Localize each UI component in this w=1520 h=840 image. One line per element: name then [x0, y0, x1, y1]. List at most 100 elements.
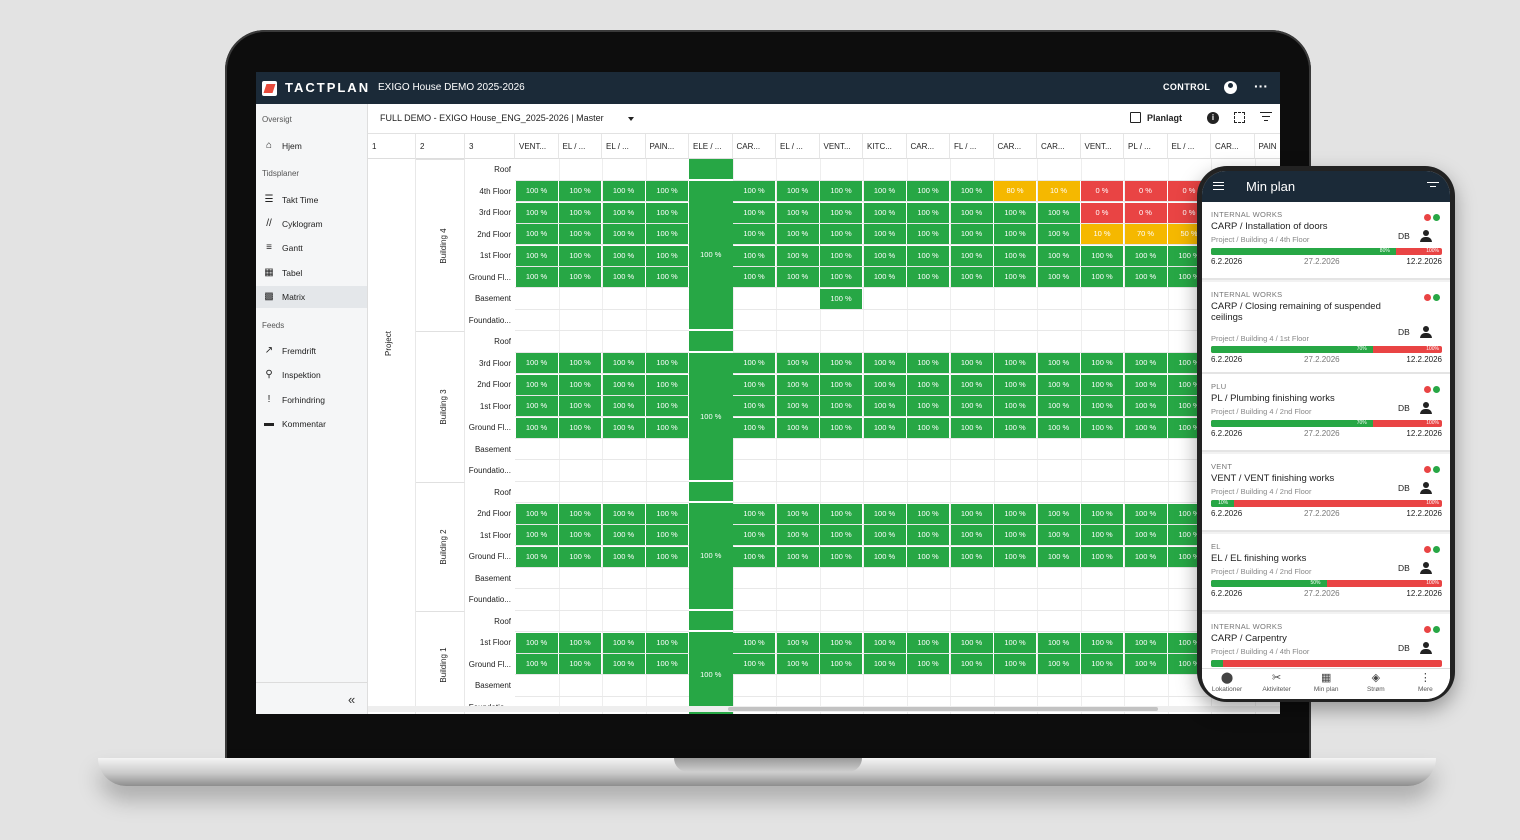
matrix-cell[interactable]: 100 % — [559, 546, 601, 567]
matrix-cell[interactable]: 100 % — [907, 417, 949, 438]
schedule-selector[interactable]: FULL DEMO - EXIGO House_ENG_2025-2026 | … — [380, 113, 604, 123]
matrix-cell[interactable]: 100 % — [559, 417, 601, 438]
matrix-cell[interactable]: 100 % — [1037, 525, 1080, 545]
matrix-cell[interactable]: 100 % — [1124, 632, 1167, 653]
matrix-cell[interactable]: 100 % — [1037, 632, 1080, 653]
matrix-cell[interactable]: 100 % — [515, 224, 558, 244]
matrix-cell[interactable]: 0 % — [1081, 202, 1123, 223]
matrix-cell[interactable]: 100 % — [646, 654, 688, 674]
matrix-cell[interactable]: 100 % — [1081, 525, 1123, 545]
matrix-cell[interactable]: 100 % — [733, 202, 775, 223]
matrix-cell[interactable]: 100 % — [950, 417, 993, 438]
matrix-cell[interactable]: 100 % — [1081, 374, 1123, 395]
person-icon[interactable] — [1420, 562, 1432, 574]
matrix-cell[interactable]: 10 % — [1037, 181, 1080, 201]
merged-matrix-cell[interactable]: 100 % — [689, 632, 733, 714]
matrix-cell[interactable]: 100 % — [646, 546, 688, 567]
person-icon[interactable] — [1420, 402, 1432, 414]
matrix-cell[interactable]: 100 % — [863, 417, 906, 438]
matrix-cell[interactable]: 100 % — [907, 224, 949, 244]
matrix-cell[interactable]: 100 % — [646, 245, 688, 266]
matrix-cell[interactable]: 100 % — [776, 374, 819, 395]
matrix-cell[interactable]: 100 % — [1124, 503, 1167, 524]
matrix-cell[interactable]: 100 % — [776, 267, 819, 287]
matrix-cell[interactable]: 100 % — [907, 654, 949, 674]
matrix-cell[interactable]: 100 % — [1124, 417, 1167, 438]
matrix-cell[interactable]: 100 % — [1124, 374, 1167, 395]
sidebar-item-forhindring[interactable]: ! Forhindring — [256, 389, 367, 411]
activity-header[interactable]: KITC... — [863, 134, 907, 159]
matrix-cell[interactable]: 100 % — [515, 546, 558, 567]
matrix-cell[interactable]: 100 % — [733, 654, 775, 674]
matrix-cell[interactable]: 100 % — [602, 546, 645, 567]
matrix-cell[interactable]: 100 % — [559, 525, 601, 545]
caret-down-icon[interactable] — [628, 117, 634, 121]
matrix-cell[interactable]: 100 % — [950, 374, 993, 395]
matrix-cell[interactable]: 100 % — [950, 181, 993, 201]
matrix-cell[interactable]: 100 % — [820, 288, 862, 309]
matrix-cell[interactable]: 100 % — [907, 267, 949, 287]
matrix-cell[interactable]: 100 % — [776, 546, 819, 567]
matrix-cell[interactable]: 100 % — [602, 525, 645, 545]
activity-header[interactable]: EL / ... — [602, 134, 646, 159]
matrix-cell[interactable]: 100 % — [820, 202, 862, 223]
matrix-cell[interactable]: 100 % — [1037, 267, 1080, 287]
matrix-cell[interactable]: 100 % — [863, 503, 906, 524]
matrix-cell[interactable]: 100 % — [602, 632, 645, 653]
task-card[interactable]: PLU PL / Plumbing finishing works Project … — [1202, 374, 1450, 452]
matrix-cell[interactable]: 100 % — [863, 181, 906, 201]
matrix-cell[interactable]: 100 % — [776, 202, 819, 223]
matrix-cell[interactable]: 100 % — [602, 181, 645, 201]
matrix-cell[interactable]: 100 % — [733, 546, 775, 567]
matrix-cell[interactable]: 100 % — [994, 396, 1036, 416]
matrix-cell[interactable]: 100 % — [820, 546, 862, 567]
matrix-cell[interactable]: 100 % — [950, 245, 993, 266]
more-horizontal-icon[interactable]: ··· — [1254, 78, 1268, 94]
matrix-cell[interactable]: 100 % — [559, 353, 601, 373]
matrix-cell[interactable]: 100 % — [994, 546, 1036, 567]
matrix-cell[interactable]: 100 % — [602, 353, 645, 373]
matrix-cell[interactable]: 100 % — [1037, 503, 1080, 524]
matrix-cell[interactable]: 100 % — [776, 503, 819, 524]
matrix-cell[interactable]: 100 % — [950, 503, 993, 524]
scrollbar-thumb[interactable] — [728, 707, 1158, 711]
matrix-cell[interactable]: 100 % — [950, 224, 993, 244]
matrix-cell[interactable]: 100 % — [863, 202, 906, 223]
matrix-cell[interactable]: 100 % — [1081, 632, 1123, 653]
matrix-cell[interactable]: 100 % — [820, 503, 862, 524]
matrix-cell[interactable]: 100 % — [1081, 396, 1123, 416]
matrix-cell[interactable]: 100 % — [776, 353, 819, 373]
matrix-cell[interactable]: 100 % — [602, 224, 645, 244]
matrix-cell[interactable]: 100 % — [602, 245, 645, 266]
fullscreen-icon[interactable] — [1234, 112, 1245, 123]
nav-item[interactable]: ⬤ Lokationer — [1202, 672, 1252, 693]
menu-icon[interactable] — [1213, 182, 1224, 190]
merged-matrix-cell-roof[interactable] — [689, 331, 733, 353]
activity-header[interactable]: PAIN... — [645, 134, 689, 159]
project-title[interactable]: EXIGO House DEMO 2025-2026 — [378, 82, 525, 93]
matrix-cell[interactable]: 100 % — [559, 245, 601, 266]
matrix-cell[interactable]: 0 % — [1081, 181, 1123, 201]
matrix-cell[interactable]: 100 % — [863, 525, 906, 545]
matrix-cell[interactable]: 100 % — [1124, 353, 1167, 373]
matrix-cell[interactable]: 10 % — [1081, 224, 1123, 244]
matrix-cell[interactable]: 100 % — [863, 353, 906, 373]
matrix-cell[interactable]: 100 % — [515, 374, 558, 395]
matrix-cell[interactable]: 100 % — [559, 267, 601, 287]
matrix-cell[interactable]: 100 % — [559, 654, 601, 674]
sidebar-item-inspektion[interactable]: ⚲ Inspektion — [256, 364, 367, 386]
filter-icon[interactable] — [1260, 112, 1272, 122]
matrix-cell[interactable]: 100 % — [776, 181, 819, 201]
matrix-cell[interactable]: 100 % — [863, 654, 906, 674]
matrix-cell[interactable]: 100 % — [907, 374, 949, 395]
matrix-cell[interactable]: 100 % — [776, 224, 819, 244]
sidebar-item-hjem[interactable]: ⌂ Hjem — [256, 135, 367, 157]
matrix-cell[interactable]: 100 % — [646, 503, 688, 524]
matrix-cell[interactable]: 100 % — [820, 374, 862, 395]
filter-icon[interactable] — [1427, 182, 1439, 191]
matrix-cell[interactable]: 100 % — [733, 245, 775, 266]
matrix-cell[interactable]: 100 % — [1037, 245, 1080, 266]
matrix-cell[interactable]: 100 % — [820, 353, 862, 373]
matrix-cell[interactable]: 100 % — [820, 224, 862, 244]
matrix-cell[interactable]: 100 % — [733, 632, 775, 653]
